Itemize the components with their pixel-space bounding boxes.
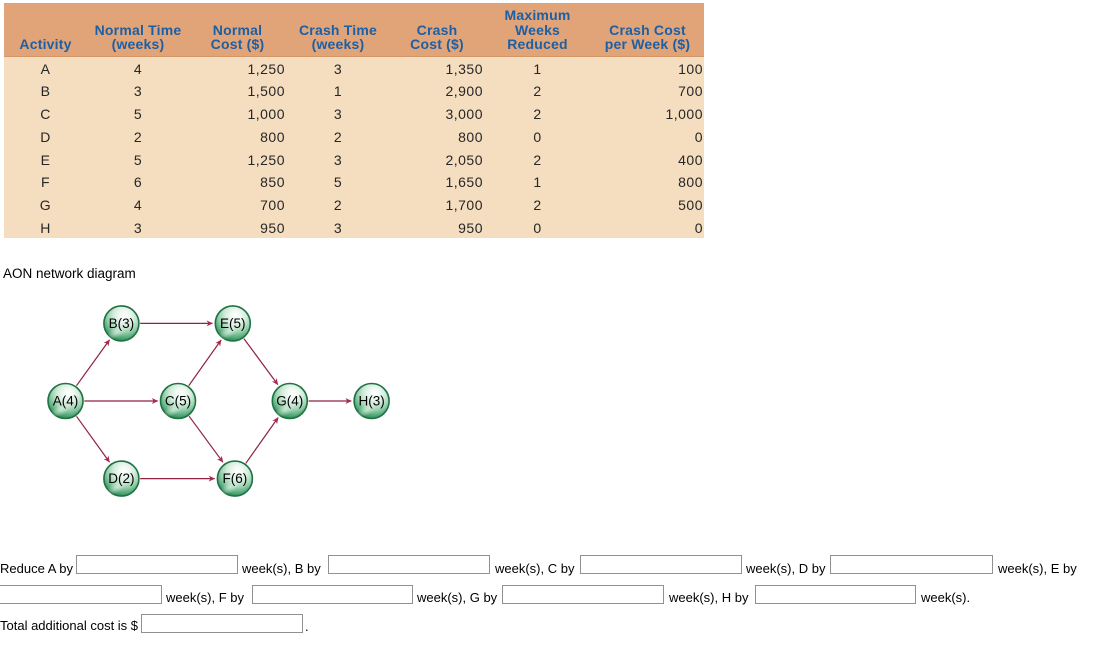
svg-text:C(5): C(5) [165, 394, 191, 409]
svg-text:A(4): A(4) [53, 394, 79, 409]
svg-text:E(5): E(5) [220, 316, 246, 331]
svg-text:G(4): G(4) [276, 394, 303, 409]
svg-text:H(3): H(3) [358, 394, 384, 409]
svg-text:D(2): D(2) [108, 471, 134, 486]
svg-text:B(3): B(3) [109, 316, 135, 331]
svg-text:F(6): F(6) [223, 471, 248, 486]
